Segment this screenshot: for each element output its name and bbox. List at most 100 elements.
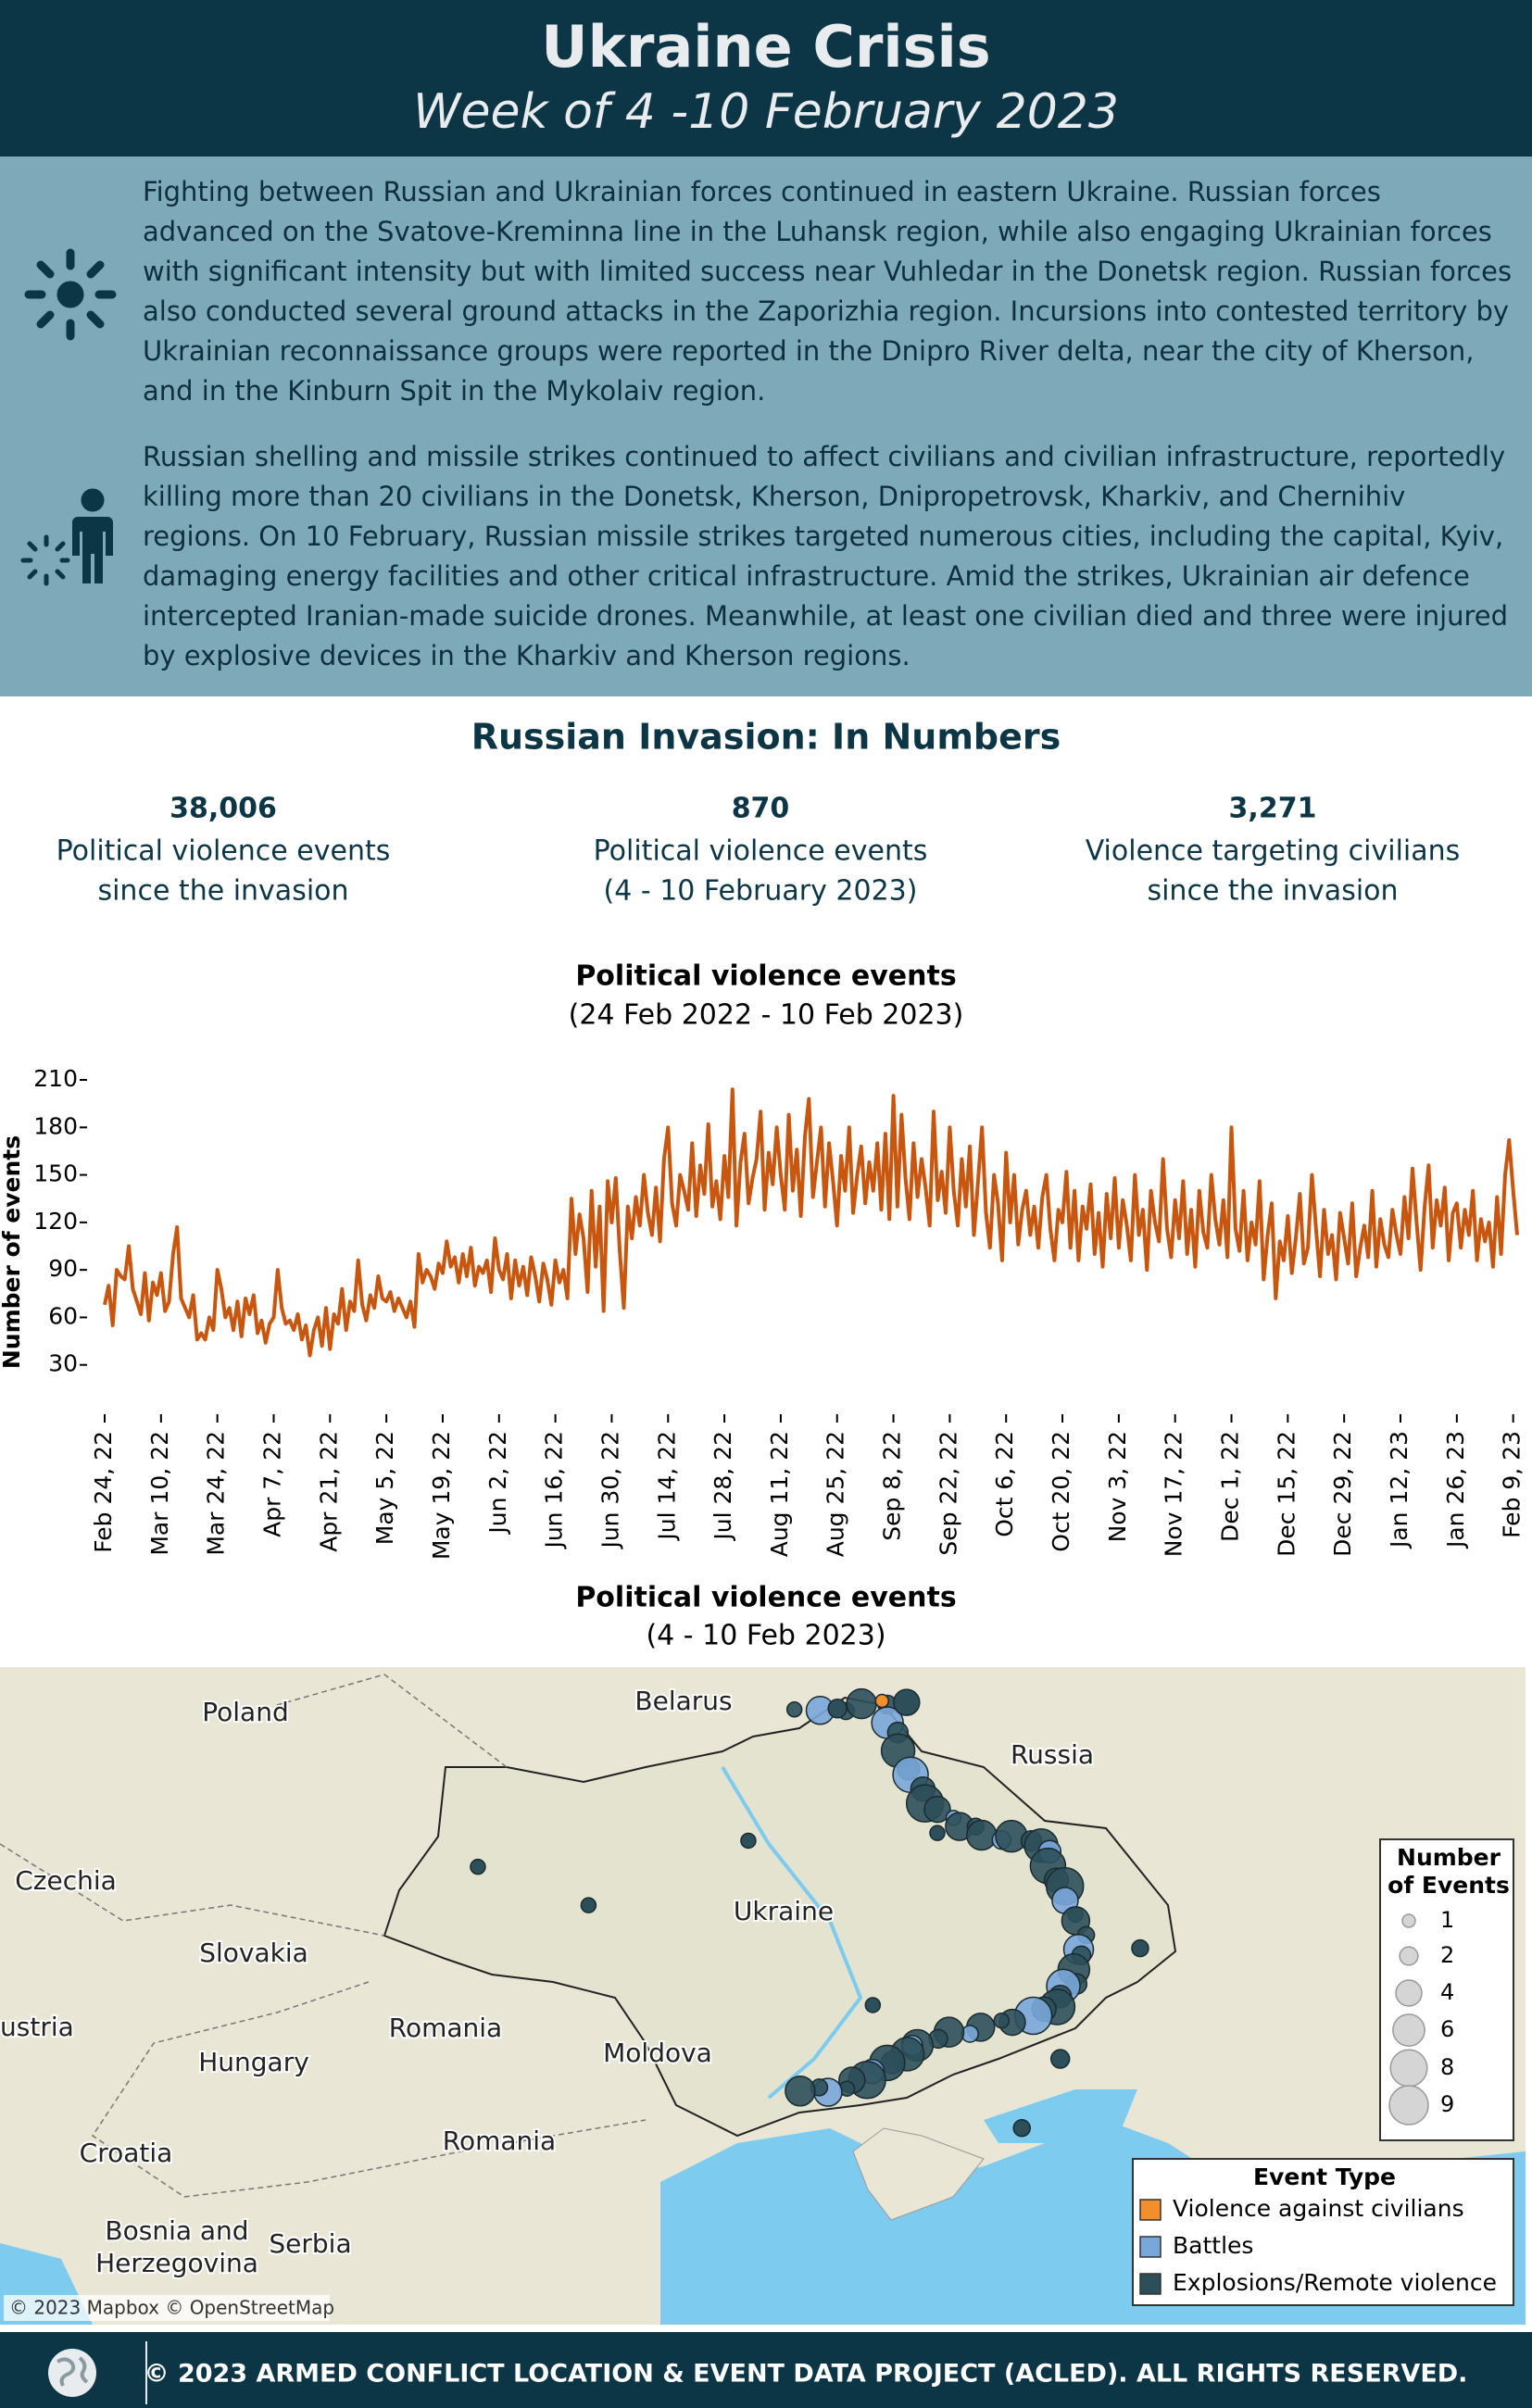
x-tick-label: Feb 9, 23 — [1499, 1431, 1526, 1538]
map-label: Herzegovina — [95, 2248, 258, 2278]
stat-value: 38,006 — [170, 793, 277, 825]
event-marker — [785, 1701, 803, 1718]
event-marker — [874, 1693, 890, 1709]
border — [91, 1981, 647, 2198]
header-band — [0, 0, 1532, 157]
stat-label: since the invasion — [97, 875, 348, 908]
map-label: ustria — [0, 2012, 74, 2042]
summary-panel — [0, 157, 1532, 696]
x-tick-label: Nov 17, 22 — [1161, 1431, 1187, 1557]
chart-title: Political violence events — [575, 960, 956, 993]
type-legend-swatch — [1139, 2236, 1162, 2258]
summary-paragraph: Russian shelling and missile strikes con… — [143, 441, 1509, 671]
summary-paragraph: Fighting between Russian and Ukrainian f… — [143, 176, 1513, 407]
map-label: Belarus — [634, 1686, 732, 1716]
y-tick-label: 150 — [33, 1160, 78, 1187]
y-tick-label: 120 — [33, 1208, 78, 1235]
map-credit: © 2023 Mapbox © OpenStreetMap — [9, 2297, 334, 2319]
type-legend-box — [1132, 2158, 1514, 2306]
stat-value: 870 — [732, 793, 790, 825]
event-marker — [864, 1997, 882, 2013]
stat-label: Violence targeting civilians — [1086, 835, 1461, 868]
x-tick-label: Apr 7, 22 — [258, 1431, 285, 1537]
event-marker — [470, 1858, 486, 1875]
size-legend-label: 6 — [1440, 2016, 1454, 2042]
y-tick-label: 30 — [48, 1350, 78, 1377]
stat-label: Political violence events — [57, 835, 391, 868]
header-title: Ukraine Crisis — [541, 13, 990, 81]
x-tick-label: Sep 8, 22 — [879, 1431, 906, 1541]
map-label: Serbia — [269, 2228, 351, 2259]
x-tick-label: Jan 26, 23 — [1442, 1431, 1469, 1549]
event-marker — [846, 1687, 877, 1720]
size-legend-label: 9 — [1440, 2091, 1454, 2117]
type-legend-label: Battles — [1173, 2232, 1253, 2259]
x-tick-label: Oct 20, 22 — [1048, 1431, 1074, 1552]
type-legend-swatch — [1139, 2273, 1162, 2295]
y-tick-label: 210 — [33, 1065, 78, 1092]
map-label: Bosnia and — [105, 2215, 248, 2246]
x-tick-label: Jul 14, 22 — [653, 1431, 680, 1542]
event-marker — [827, 1699, 848, 1719]
x-tick-label: May 19, 22 — [428, 1431, 455, 1560]
river — [721, 1765, 863, 2100]
numbers-title: Russian Invasion: In Numbers — [471, 717, 1061, 758]
x-tick-label: Feb 24, 22 — [90, 1431, 117, 1553]
series-line — [103, 1087, 1519, 1358]
x-tick-label: Mar 10, 22 — [146, 1431, 173, 1556]
type-legend-title: Event Type — [1253, 2163, 1396, 2190]
y-tick-label: 90 — [48, 1255, 78, 1282]
map-subtitle: (4 - 10 Feb 2023) — [646, 1620, 885, 1652]
x-tick-label: May 5, 22 — [371, 1431, 398, 1545]
map-label: Moldova — [603, 2038, 712, 2068]
crimea — [852, 2127, 985, 2221]
y-axis-title: Number of events — [0, 1135, 25, 1369]
event-marker — [923, 1795, 951, 1824]
event-marker — [785, 2075, 816, 2107]
size-legend-label: 8 — [1440, 2054, 1454, 2080]
map-label: Slovakia — [199, 1938, 308, 1968]
event-marker — [1012, 2118, 1031, 2138]
globe-icon — [48, 2349, 96, 2397]
size-legend-title: Number — [1397, 1844, 1501, 1871]
size-legend-label: 1 — [1440, 1907, 1454, 1933]
size-legend-title: of Events — [1388, 1872, 1510, 1899]
size-legend-circle — [1401, 1913, 1416, 1928]
x-tick-label: Sep 22, 22 — [935, 1431, 961, 1556]
x-tick-label: Jan 12, 23 — [1386, 1431, 1413, 1549]
event-marker — [1131, 1938, 1149, 1958]
event-marker — [1049, 2049, 1071, 2069]
size-legend-circle — [1395, 1979, 1423, 2007]
event-marker — [993, 2012, 1011, 2029]
size-legend-circle — [1389, 2049, 1428, 2088]
x-tick-label: Aug 25, 22 — [823, 1431, 849, 1557]
x-tick-label: Apr 21, 22 — [315, 1431, 342, 1552]
map-label: Hungary — [198, 2047, 309, 2077]
size-legend-circle — [1392, 2013, 1425, 2047]
footer-band — [0, 2332, 1532, 2408]
map-label: Poland — [202, 1697, 288, 1727]
type-legend-label: Explosions/Remote violence — [1173, 2269, 1497, 2296]
credit-bg — [4, 2295, 330, 2321]
x-tick-label: Nov 3, 22 — [1104, 1431, 1131, 1542]
x-tick-label: Jul 28, 22 — [709, 1431, 736, 1542]
x-tick-label: Jun 30, 22 — [596, 1431, 623, 1550]
border — [276, 1674, 508, 1768]
stat-label: Political violence events — [594, 835, 928, 868]
map-label: Croatia — [80, 2138, 173, 2168]
x-tick-label: Dec 1, 22 — [1217, 1431, 1244, 1542]
map-label: Ukraine — [734, 1896, 834, 1926]
x-tick-label: Jun 2, 22 — [484, 1431, 511, 1536]
event-marker — [966, 1819, 998, 1851]
stat-label: since the invasion — [1147, 875, 1398, 908]
x-tick-label: Dec 15, 22 — [1273, 1431, 1300, 1557]
stat-label: (4 - 10 February 2023) — [604, 875, 918, 908]
map-label: Romania — [443, 2126, 556, 2156]
size-legend-label: 2 — [1440, 1942, 1454, 1968]
x-tick-label: Aug 11, 22 — [766, 1431, 793, 1557]
size-legend-circle — [1399, 1946, 1419, 1966]
map: Poland Belarus Russia Czechia Ukraine Slovaki… — [0, 1667, 1526, 2325]
fighting-icon — [24, 248, 117, 341]
